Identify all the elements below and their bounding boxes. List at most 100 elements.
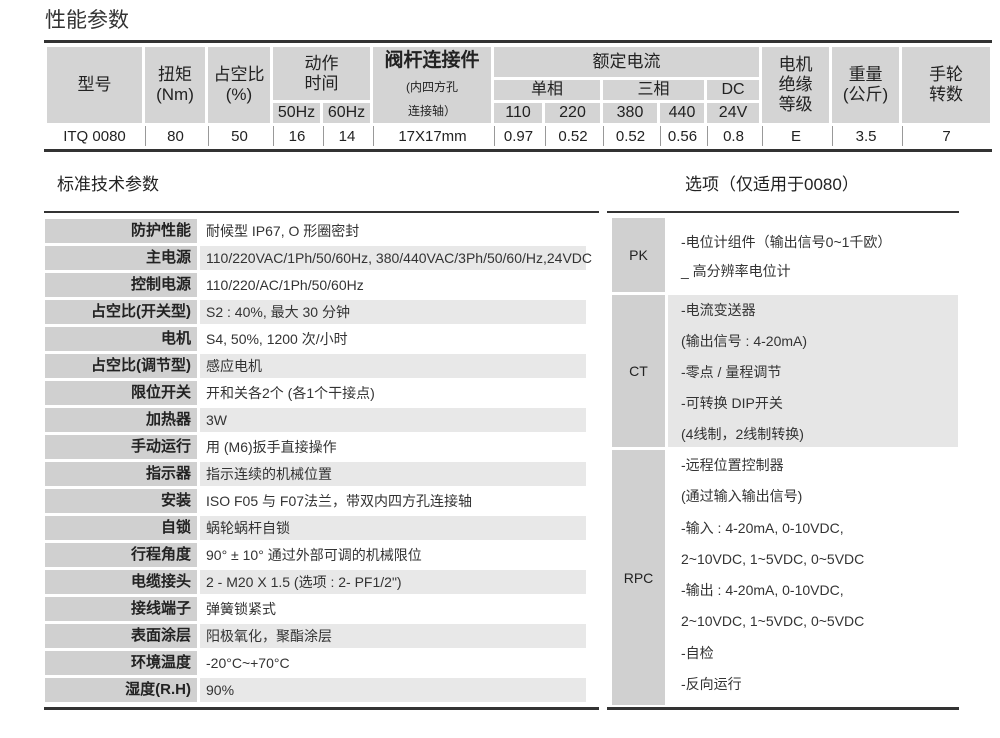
header-50hz: 50Hz xyxy=(273,103,320,123)
param-label: 防护性能 xyxy=(45,219,197,243)
option-line: (通过输入输出信号) xyxy=(681,488,803,505)
h-insul-1: 电机 xyxy=(778,55,813,74)
standard-params-heading: 标准技术参数 xyxy=(57,175,159,194)
performance-table: 型号 扭矩 (Nm) 占空比 (%) 动作 时间 阀杆连接件 (内四方孔 连接轴） 额定电… xyxy=(44,44,993,149)
divider xyxy=(44,211,599,213)
table-row: 占空比(调节型) 感应电机 xyxy=(45,354,586,378)
table-row: 湿度(R.H) 90% xyxy=(45,678,586,702)
param-value: 2 - M20 X 1.5 (选项 : 2- PF1/2") xyxy=(200,570,586,594)
param-label: 手动运行 xyxy=(45,435,197,459)
cell: 0.52 xyxy=(603,126,657,146)
param-value: S2 : 40%, 最大 30 分钟 xyxy=(200,300,586,324)
header-dc: DC xyxy=(707,80,760,100)
header-stem: 阀杆连接件 (内四方孔 连接轴） xyxy=(373,47,491,123)
param-label: 电缆接头 xyxy=(45,570,197,594)
param-label: 湿度(R.H) xyxy=(45,678,197,702)
header-torque-label: 扭矩 xyxy=(158,65,192,84)
table-row: 主电源 110/220VAC/1Ph/50/60Hz, 380/440VAC/3P… xyxy=(45,246,592,270)
option-line: -远程位置控制器 xyxy=(681,457,784,473)
cell: 50 xyxy=(208,126,270,146)
option-description: -远程位置控制器 (通过输入输出信号) -输入 : 4-20mA, 0-10VDC,… xyxy=(668,450,958,705)
table-row: 行程角度 90° ± 10° 通过外部可调的机械限位 xyxy=(45,543,586,567)
param-label: 表面涂层 xyxy=(45,624,197,648)
header-action-time: 动作 时间 xyxy=(273,47,370,100)
option-code: CT xyxy=(612,295,665,447)
table-row: 指示器 指示连续的机械位置 xyxy=(45,462,586,486)
param-value: 阳极氧化，聚酯涂层 xyxy=(200,624,586,648)
param-value: 弹簧锁紧式 xyxy=(206,601,276,617)
param-label: 控制电源 xyxy=(45,273,197,297)
divider xyxy=(607,211,959,213)
option-description: -电位计组件（输出信号0~1千欧） _ 高分辨率电位计 xyxy=(668,218,958,292)
param-value: 开和关各2个 (各1个干接点) xyxy=(206,385,375,401)
header-110: 110 xyxy=(494,103,542,123)
option-line: -电流变送器 xyxy=(681,302,756,318)
header-single-phase: 单相 xyxy=(494,80,600,100)
cell: E xyxy=(762,126,829,146)
table-row: 表面涂层 阳极氧化，聚酯涂层 xyxy=(45,624,586,648)
cell: 0.97 xyxy=(494,126,542,146)
table-row: ITQ 0080 80 50 16 14 17X17mm 0.97 0.52 0… xyxy=(47,126,990,146)
header-stem-sub2: 连接轴） xyxy=(407,104,456,118)
h-weight-1: 重量 xyxy=(848,65,883,84)
divider xyxy=(44,149,992,152)
divider xyxy=(44,707,599,710)
cell: 80 xyxy=(145,126,205,146)
param-value: 耐候型 IP67, O 形圈密封 xyxy=(206,223,360,239)
option-line: 2~10VDC, 1~5VDC, 0~5VDC xyxy=(681,550,865,567)
table-row: 自锁 蜗轮蜗杆自锁 xyxy=(45,516,586,540)
param-value: 90° ± 10° 通过外部可调的机械限位 xyxy=(206,547,422,563)
param-label: 占空比(开关型) xyxy=(45,300,197,324)
divider xyxy=(607,707,959,710)
param-value: 感应电机 xyxy=(200,354,586,378)
param-label: 电机 xyxy=(45,327,197,351)
option-line: (输出信号 : 4-20mA) xyxy=(681,333,808,349)
table-row: 环境温度 -20°C~+70°C xyxy=(45,651,586,675)
param-value: S4, 50%, 1200 次/小时 xyxy=(206,331,348,347)
table-row: 电机 S4, 50%, 1200 次/小时 xyxy=(45,327,586,351)
table-row: 限位开关 开和关各2个 (各1个干接点) xyxy=(45,381,586,405)
table-row: 防护性能 耐候型 IP67, O 形圈密封 xyxy=(45,219,586,243)
header-440: 440 xyxy=(660,103,704,123)
param-value: 90% xyxy=(200,678,586,702)
h-insul-3: 等级 xyxy=(778,95,813,114)
header-action-time-2: 时间 xyxy=(304,73,339,93)
table-row: 接线端子 弹簧锁紧式 xyxy=(45,597,586,621)
cell: 0.56 xyxy=(660,126,704,146)
header-torque-unit: (Nm) xyxy=(156,85,194,104)
h-insul-2: 绝缘 xyxy=(778,75,813,94)
header-24v: 24V xyxy=(707,103,760,123)
page-title: 性能参数 xyxy=(45,9,129,32)
cell: 16 xyxy=(273,126,320,146)
option-line: -自检 xyxy=(681,644,714,661)
header-torque: 扭矩 (Nm) xyxy=(145,47,205,123)
option-line: _ 高分辨率电位计 xyxy=(681,263,791,279)
options-heading: 选项（仅适用于0080） xyxy=(685,175,859,194)
table-row: 手动运行用 (M6)扳手直接操作 xyxy=(45,435,586,459)
header-380: 380 xyxy=(603,103,657,123)
divider xyxy=(44,40,992,43)
option-code: PK xyxy=(612,218,665,292)
header-action-time-1: 动作 xyxy=(304,53,339,73)
option-line: 2~10VDC, 1~5VDC, 0~5VDC xyxy=(681,613,865,630)
param-value: ISO F05 与 F07法兰，带双内四方孔连接轴 xyxy=(206,493,473,509)
option-line: -反向运行 xyxy=(681,676,742,693)
param-value: 110/220/AC/1Ph/50/60Hz xyxy=(206,277,364,293)
header-stem-sub1: (内四方孔 xyxy=(406,80,458,94)
param-label: 安装 xyxy=(45,489,197,513)
option-line: -可转换 DIP开关 xyxy=(681,395,783,411)
param-label: 主电源 xyxy=(45,246,197,270)
table-row: 安装 ISO F05 与 F07法兰，带双内四方孔连接轴 xyxy=(45,489,586,513)
cell: 0.52 xyxy=(545,126,600,146)
param-value: -20°C~+70°C xyxy=(206,655,290,671)
param-label: 加热器 xyxy=(45,408,197,432)
header-three-phase: 三相 xyxy=(603,80,704,100)
param-label: 限位开关 xyxy=(45,381,197,405)
header-duty: 占空比 (%) xyxy=(208,47,270,123)
header-220: 220 xyxy=(545,103,600,123)
h-hand-1: 手轮 xyxy=(929,65,964,84)
param-value: 指示连续的机械位置 xyxy=(200,462,586,486)
param-label: 行程角度 xyxy=(45,543,197,567)
h-hand-2: 转数 xyxy=(929,85,964,104)
